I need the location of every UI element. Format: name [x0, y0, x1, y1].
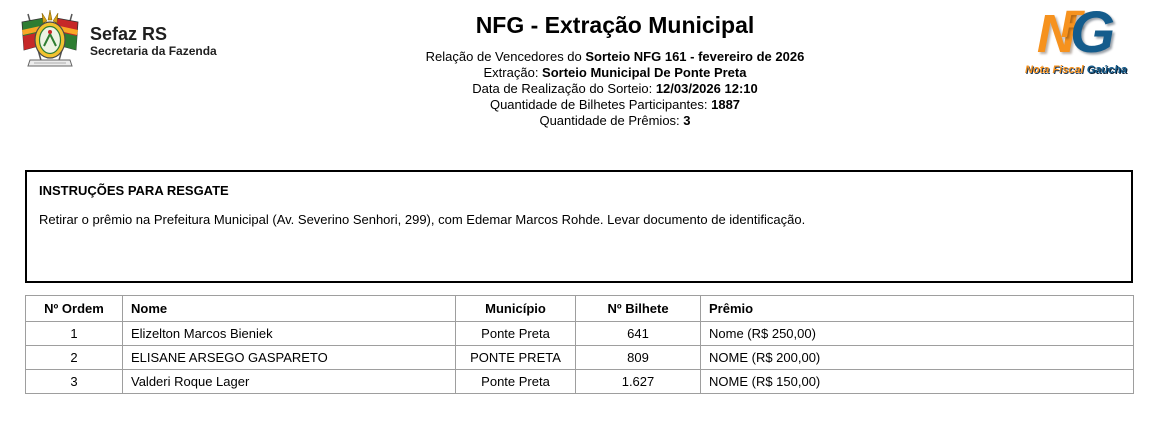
- nfg-tagline-gaucha: Gaúcha: [1083, 64, 1128, 76]
- instructions-title: INSTRUÇÕES PARA RESGATE: [39, 183, 229, 198]
- info-label: Quantidade de Prêmios:: [539, 113, 684, 128]
- column-header-nome: Nome: [122, 295, 456, 322]
- column-header-premio: Prêmio: [700, 295, 1134, 322]
- nfg-logo: NFG Nota Fiscal Gaúcha: [1000, 4, 1152, 77]
- instructions-box: INSTRUÇÕES PARA RESGATE Retirar o prêmio…: [25, 170, 1133, 283]
- column-header-bilhete: Nº Bilhete: [575, 295, 701, 322]
- cell-municipio: PONTE PRETA: [455, 345, 576, 370]
- cell-bilhete: 1.627: [575, 369, 701, 394]
- cell-municipio: Ponte Preta: [455, 321, 576, 346]
- nfg-logo-letters: NFG: [1000, 4, 1152, 62]
- cell-premio: Nome (R$ 250,00): [700, 321, 1134, 346]
- sefaz-logo: Sefaz RS Secretaria da Fazenda: [18, 8, 217, 74]
- info-line-winners: Relação de Vencedores do Sorteio NFG 161…: [345, 49, 885, 65]
- cell-nome: ELISANE ARSEGO GASPARETO: [122, 345, 456, 370]
- cell-bilhete: 641: [575, 321, 701, 346]
- column-header-municipio: Município: [455, 295, 576, 322]
- winners-table: Nº Ordem Nome Município Nº Bilhete Prêmi…: [25, 295, 1134, 394]
- sefaz-coat-of-arms-icon: [21, 9, 79, 67]
- report-header: NFG - Extração Municipal Relação de Venc…: [345, 12, 885, 129]
- sefaz-text-block: Sefaz RS Secretaria da Fazenda: [90, 24, 217, 58]
- table-header-row: Nº Ordem Nome Município Nº Bilhete Prêmi…: [25, 295, 1134, 322]
- info-line-prizes: Quantidade de Prêmios: 3: [345, 113, 885, 129]
- cell-premio: NOME (R$ 200,00): [700, 345, 1134, 370]
- cell-ordem: 3: [25, 369, 123, 394]
- cell-ordem: 2: [25, 345, 123, 370]
- sefaz-subtitle: Secretaria da Fazenda: [90, 44, 217, 58]
- nfg-tagline-nota-fiscal: Nota Fiscal: [1024, 64, 1084, 76]
- nfg-letter-g: G: [1070, 0, 1116, 65]
- info-label: Extração:: [483, 65, 543, 80]
- info-value: Sorteio NFG 161 - fevereiro de 2026: [585, 49, 805, 64]
- info-value: 1887: [711, 97, 741, 112]
- cell-ordem: 1: [25, 321, 123, 346]
- info-value: 3: [683, 113, 691, 128]
- nfg-letter-n: N: [1036, 4, 1076, 64]
- info-line-tickets: Quantidade de Bilhetes Participantes: 18…: [345, 97, 885, 113]
- cell-bilhete: 809: [575, 345, 701, 370]
- info-label: Quantidade de Bilhetes Participantes:: [489, 97, 712, 112]
- page-title: NFG - Extração Municipal: [475, 12, 755, 38]
- info-label: Data de Realização do Sorteio:: [472, 81, 656, 96]
- cell-nome: Valderi Roque Lager: [122, 369, 456, 394]
- table-row: 2 ELISANE ARSEGO GASPARETO PONTE PRETA 8…: [25, 345, 1134, 370]
- column-header-ordem: Nº Ordem: [25, 295, 123, 322]
- instructions-text: Retirar o prêmio na Prefeitura Municipal…: [39, 212, 806, 227]
- table-row: 3 Valderi Roque Lager Ponte Preta 1.627 …: [25, 369, 1134, 394]
- info-label: Relação de Vencedores do: [425, 49, 586, 64]
- info-line-extraction: Extração: Sorteio Municipal De Ponte Pre…: [345, 65, 885, 81]
- cell-premio: NOME (R$ 150,00): [700, 369, 1134, 394]
- info-line-date: Data de Realização do Sorteio: 12/03/202…: [345, 81, 885, 97]
- sefaz-title: Sefaz RS: [90, 24, 168, 44]
- nfg-tagline: Nota Fiscal Gaúcha: [1000, 64, 1152, 76]
- table-row: 1 Elizelton Marcos Bieniek Ponte Preta 6…: [25, 321, 1134, 346]
- cell-municipio: Ponte Preta: [455, 369, 576, 394]
- cell-nome: Elizelton Marcos Bieniek: [122, 321, 456, 346]
- nfg-letter-f: F: [1060, 4, 1085, 46]
- info-value: 12/03/2026 12:10: [655, 81, 758, 96]
- info-value: Sorteio Municipal De Ponte Preta: [542, 65, 747, 80]
